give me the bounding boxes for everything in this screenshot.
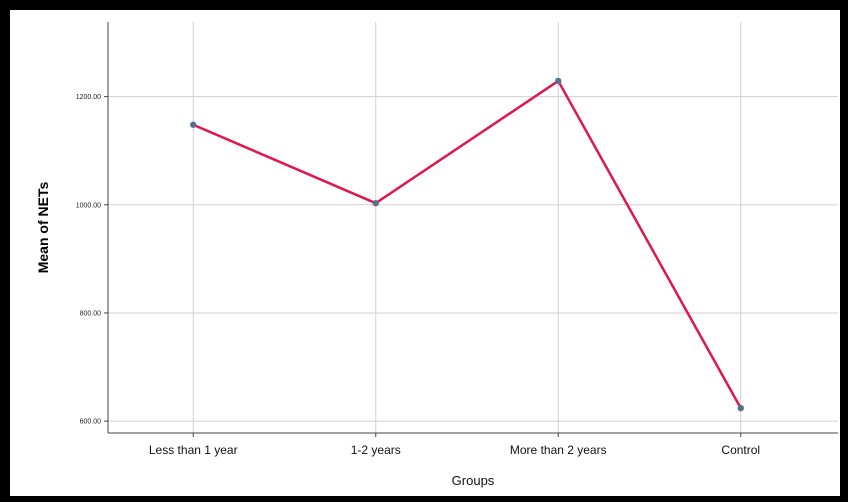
y-tick-label: 1200.00 — [76, 94, 101, 101]
x-tick-label: Control — [721, 443, 760, 457]
axis-layer — [107, 22, 838, 434]
data-point — [190, 121, 197, 128]
series-layer — [190, 77, 744, 412]
x-tick-labels: Less than 1 year 1-2 years More than 2 yea… — [149, 433, 760, 457]
x-tick-label: Less than 1 year — [149, 443, 238, 457]
y-tick-label: 800.00 — [80, 310, 102, 317]
x-tick-label: More than 2 years — [510, 443, 607, 457]
x-tick-label: 1-2 years — [351, 443, 401, 457]
y-axis-title: Mean of NETs — [35, 182, 51, 274]
series-line — [192, 79, 742, 409]
data-point — [555, 77, 562, 85]
x-axis-title: Groups — [452, 473, 495, 488]
y-tick-label: 600.00 — [80, 419, 102, 426]
y-tick-label: 1000.00 — [76, 202, 101, 209]
data-point — [372, 199, 379, 207]
data-point — [737, 404, 744, 412]
grid-layer — [108, 22, 838, 433]
y-tick-labels: 600.00 800.00 1000.00 1200.00 — [76, 94, 108, 426]
